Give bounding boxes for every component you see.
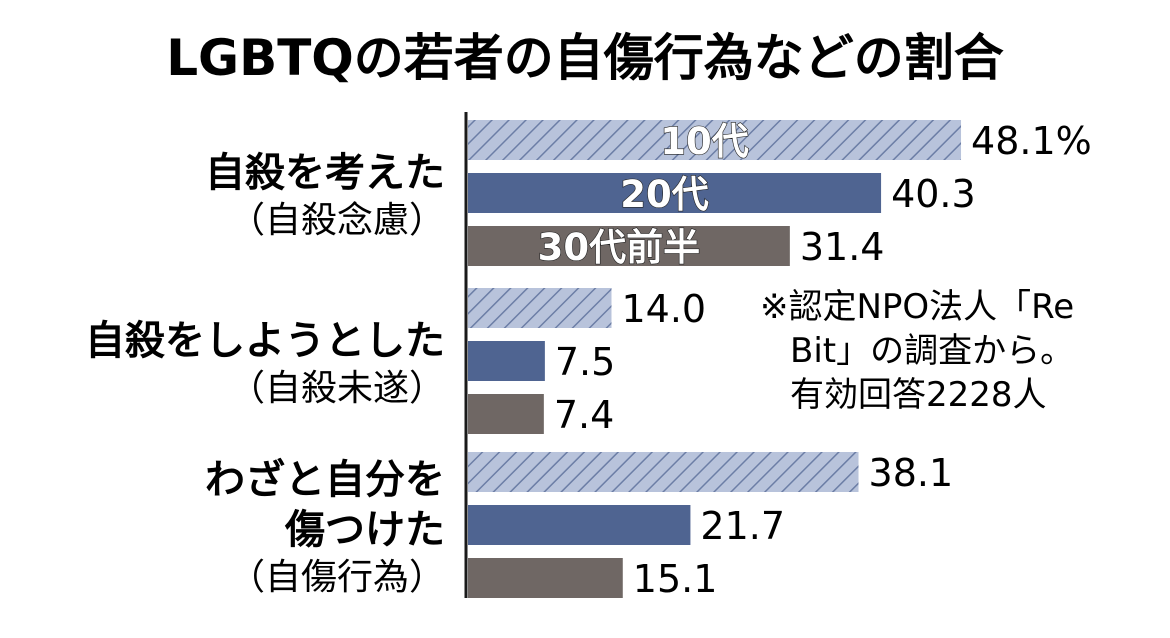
chart-title: LGBTQの若者の自傷行為などの割合 (166, 29, 1004, 87)
bar (468, 120, 962, 160)
value-label: 7.5 (555, 340, 615, 384)
value-label: 40.3 (891, 172, 976, 216)
value-label: 7.4 (554, 393, 614, 437)
bar (468, 558, 623, 598)
series-label: 10代 (660, 120, 749, 163)
category-label: 自殺をしようとした (85, 318, 445, 364)
category-sublabel: （自殺未遂） (229, 368, 445, 409)
series-label: 20代 (620, 173, 709, 216)
value-label: 15.1 (633, 557, 718, 601)
bar (468, 341, 545, 381)
category-sublabel: （自殺念慮） (229, 200, 445, 241)
source-note-line-3: 有効回答2228人 (790, 375, 1047, 415)
bar (468, 288, 612, 328)
source-note-line-1: ※認定NPO法人「Re (760, 287, 1074, 327)
category-label: 傷つけた (284, 507, 445, 553)
bar (468, 452, 859, 492)
bar (468, 394, 544, 434)
category-label: わざと自分を (205, 457, 445, 503)
source-note: ※認定NPO法人「Re Bit」の調査から。 有効回答2228人 (760, 287, 1085, 415)
bar (468, 505, 691, 545)
bar (468, 173, 882, 213)
value-label: 31.4 (800, 225, 885, 269)
source-note-line-2: Bit」の調査から。 (790, 331, 1074, 371)
category-sublabel: （自傷行為） (229, 557, 445, 598)
value-label: 48.1% (971, 119, 1092, 163)
bars-group (468, 120, 962, 598)
labels-group: 自殺を考えた（自殺念慮） 48.1% 10代 40.3 20代 31.4 30代前半自殺をし… (85, 119, 1092, 601)
category-label: 自殺を考えた (205, 150, 445, 196)
bar (468, 226, 790, 266)
value-label: 21.7 (700, 504, 785, 548)
series-label: 30代前半 (538, 226, 701, 269)
value-label: 38.1 (869, 451, 954, 495)
value-label: 14.0 (622, 287, 707, 331)
